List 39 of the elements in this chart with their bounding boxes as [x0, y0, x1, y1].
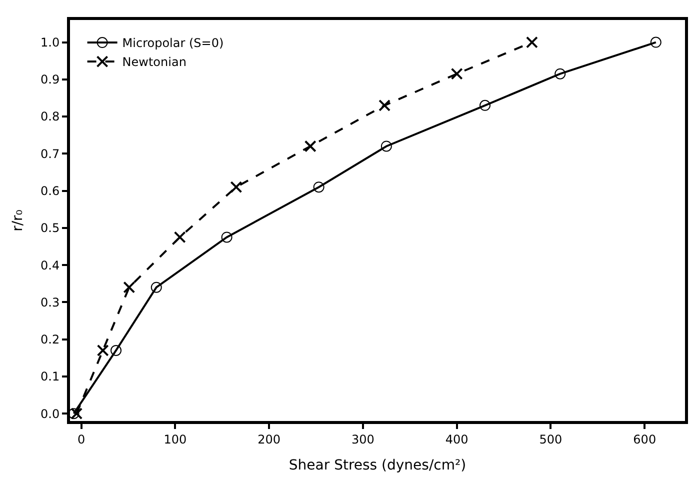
y-tick-label: 0.8 [40, 110, 60, 124]
x-tick-label: 300 [351, 432, 374, 446]
point [313, 182, 324, 193]
point [150, 282, 162, 293]
y-tick-label: 0.9 [40, 72, 60, 87]
y-tick-label: 0.7 [40, 146, 60, 161]
point [70, 408, 83, 420]
point [378, 99, 391, 112]
point [554, 68, 566, 80]
x-tick-label: 0 [77, 432, 86, 446]
x-tick-label: 600 [633, 432, 656, 446]
y-tick-label: 0.6 [40, 184, 60, 198]
y-axis-title: r/r₀ [10, 209, 26, 232]
y-tick-label: 0.1 [40, 370, 60, 384]
point [380, 140, 392, 152]
point [450, 68, 463, 80]
point [110, 344, 122, 356]
y-tick-label: 0.4 [40, 258, 60, 272]
point [526, 36, 538, 48]
x-tick-label: 500 [539, 432, 562, 446]
y-tick-label: 0.0 [40, 406, 60, 421]
point [174, 231, 186, 244]
y-tick-label: 0.3 [40, 295, 60, 310]
point [96, 344, 109, 356]
point [304, 140, 316, 152]
legend-label: Micropolar (S=0) [122, 36, 224, 50]
point [230, 181, 242, 194]
point [221, 232, 232, 243]
y-tick-label: 1.0 [40, 35, 60, 50]
x-tick-label: 400 [445, 432, 468, 446]
point [123, 281, 136, 294]
point [650, 36, 662, 48]
x-tick-label: 200 [258, 432, 281, 446]
y-tick-label: 0.5 [40, 221, 60, 236]
point [480, 100, 491, 111]
y-tick-label: 0.2 [40, 332, 60, 347]
legend-label: Newtonian [122, 55, 186, 70]
x-tick-label: 100 [164, 432, 187, 446]
x-axis-title: Shear Stress (dynes/cm²) [288, 458, 466, 474]
